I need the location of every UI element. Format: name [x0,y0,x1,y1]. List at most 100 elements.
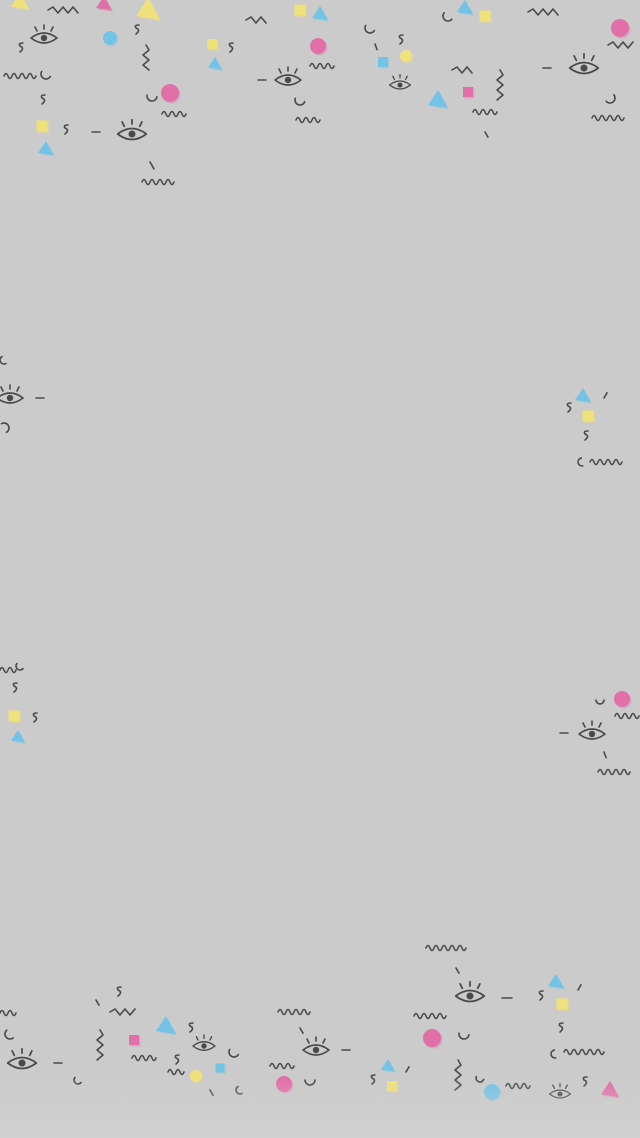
square-icon [215,1063,225,1073]
arc-icon [15,662,24,671]
square-icon [36,120,48,132]
triangle-icon [11,0,29,10]
bottom-fade [0,1078,640,1138]
s-curve-icon [558,1022,564,1033]
arc-icon [228,1048,240,1058]
eye-icon [192,1034,216,1051]
triangle-icon [457,0,473,15]
squiggle-icon [167,1068,185,1076]
circle-icon [161,84,179,102]
square-icon [582,410,594,422]
dash-icon [577,984,582,991]
squiggle-icon [607,41,634,49]
triangle-icon [208,57,222,70]
square-icon [479,10,491,22]
eye-icon [302,1036,330,1056]
square-icon [378,57,388,67]
arc-icon [0,422,10,434]
squiggle-icon [161,110,187,118]
square-icon [556,998,568,1010]
squiggle-icon [309,62,335,70]
squiggle-icon [425,944,467,952]
dash-icon [603,751,607,759]
dash-icon [95,999,100,1006]
triangle-icon [428,90,448,108]
s-curve-icon [398,34,404,45]
triangle-icon [548,974,564,989]
squiggle-icon [277,1008,311,1016]
triangle-icon [136,0,160,20]
eye-icon [274,66,302,86]
eye-icon [30,24,58,44]
s-curve-icon [188,1022,194,1033]
squiggle-icon [109,1008,136,1016]
squiggle-icon [451,66,473,74]
squiggle-icon [413,1012,447,1020]
arc-icon [294,97,306,106]
squiggle-icon [527,8,559,16]
squiggle-icon [141,178,175,186]
s-curve-icon [566,402,572,413]
arc-icon [146,94,158,102]
circle-icon [423,1029,441,1047]
s-curve-icon [228,42,234,53]
squiggle-icon [245,16,267,24]
circle-icon [614,691,630,707]
eye-icon [116,118,148,141]
dash-icon [603,392,608,399]
squiggle-icon [597,768,631,776]
squiggle-icon [3,72,37,80]
squiggle-icon [496,69,504,101]
square-icon [8,710,20,722]
squiggle-icon [96,1029,104,1061]
dash-icon [455,967,460,974]
s-curve-icon [40,94,46,105]
s-curve-icon [12,682,18,693]
dash-icon [484,131,489,138]
triangle-icon [38,141,54,156]
squiggle-icon [47,6,79,14]
squiggle-icon [131,1054,157,1062]
squiggle-icon [0,666,17,674]
arc-icon [0,355,7,365]
square-icon [207,39,217,49]
s-curve-icon [32,712,38,723]
triangle-icon [11,730,25,743]
arc-icon [40,70,52,80]
triangle-icon [312,6,328,21]
circle-icon [400,50,412,62]
circle-icon [611,19,629,37]
eye-icon [0,384,24,404]
circle-icon [310,38,326,54]
eye-icon [454,980,486,1003]
arc-icon [550,1049,557,1059]
squiggle-icon [563,1048,605,1056]
s-curve-icon [134,24,140,35]
eye-icon [6,1047,38,1070]
squiggle-icon [614,712,640,720]
arc-icon [605,93,616,104]
arc-icon [4,1029,15,1040]
dash-icon [374,43,378,51]
s-curve-icon [63,124,69,135]
squiggle-icon [591,114,625,122]
eye-icon [388,73,412,90]
square-icon [463,87,473,97]
arc-icon [458,1032,470,1040]
square-icon [294,4,306,16]
s-curve-icon [18,42,24,53]
squiggle-icon [589,458,623,466]
arc-icon [595,699,605,705]
squiggle-icon [0,1009,17,1017]
s-curve-icon [174,1054,180,1065]
s-curve-icon [116,986,122,997]
squiggle-icon [269,1062,295,1070]
triangle-icon [381,1059,395,1072]
eye-icon [568,52,600,75]
dash-icon [149,161,155,170]
triangle-icon [575,388,591,403]
arc-icon [364,24,376,34]
s-curve-icon [538,990,544,1001]
